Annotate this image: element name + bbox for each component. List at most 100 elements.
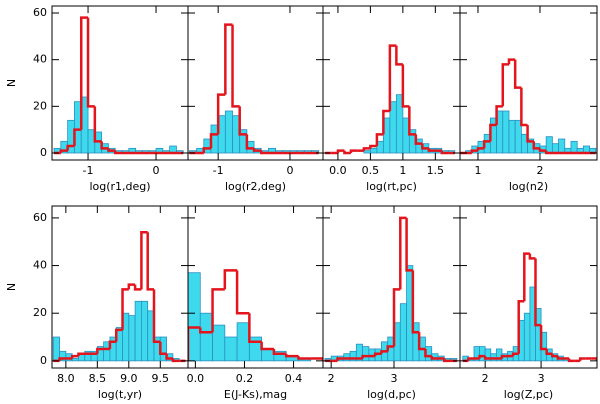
hist-step: [77, 352, 85, 357]
hist-step: [430, 356, 439, 360]
panel: 8.0 8.5 9.0 9.5 0 20 40 60 log(t,yr) N: [5, 205, 189, 401]
hist-bar: [134, 300, 142, 362]
panel: 1 2 log(n2): [459, 5, 598, 193]
hist-step: [284, 353, 299, 358]
hist-bar: [188, 272, 201, 362]
plot-area: [460, 58, 597, 155]
hist-bar: [236, 322, 250, 362]
hist-step: [127, 283, 136, 290]
hist-step: [507, 58, 516, 65]
hist-step: [66, 144, 75, 151]
hist-step: [375, 133, 384, 146]
hist-step: [369, 144, 377, 149]
y-tick-label: 0: [40, 146, 47, 159]
x-axis-label: log(r1,deg): [89, 180, 150, 193]
x-tick-label: 0.2: [236, 372, 254, 385]
y-axis-label: N: [5, 283, 18, 291]
panel: 0.0 0.5 1 1.5 log(rt,pc): [322, 5, 461, 193]
y-tick-label: 60: [33, 211, 47, 224]
x-tick-label: 1.5: [427, 164, 445, 177]
hist-step: [224, 23, 233, 95]
panel: 2 3 log(d,pc): [322, 205, 461, 401]
y-tick-label: 40: [33, 53, 47, 66]
hist-bar: [369, 147, 378, 154]
hist-step: [470, 149, 478, 153]
hist-step: [79, 16, 89, 130]
x-tick-label: 8.0: [57, 372, 75, 385]
hist-step: [59, 149, 68, 153]
x-axis-label: log(rt,pc): [366, 180, 417, 193]
hist-step: [532, 141, 540, 150]
hist-step: [392, 288, 401, 347]
hist-step: [380, 350, 388, 354]
hist-step: [349, 149, 358, 153]
hist-bar: [551, 143, 559, 154]
hist-step: [209, 133, 219, 149]
x-tick-label: -1: [83, 164, 94, 177]
hist-step: [202, 147, 211, 153]
hist-step: [216, 93, 226, 135]
hist-step: [223, 269, 238, 290]
panel-frame: [187, 5, 324, 161]
hist-step: [159, 341, 167, 355]
hist-bar: [71, 358, 79, 362]
panel-frame: [459, 5, 598, 161]
hist-step: [336, 357, 344, 361]
hist-bar: [363, 150, 371, 154]
hist-step: [146, 232, 154, 291]
hist-step: [501, 63, 509, 107]
hist-step: [538, 148, 547, 152]
hist-bar: [502, 110, 510, 154]
hist-step: [495, 105, 503, 125]
hist-step: [523, 252, 530, 302]
x-tick-label: 0.5: [362, 164, 380, 177]
hist-step: [513, 59, 522, 89]
hist-step: [417, 332, 426, 351]
hist-step: [424, 348, 432, 358]
x-tick-label: 3: [538, 372, 545, 385]
hist-step: [440, 150, 449, 155]
x-tick-label: 2: [328, 372, 335, 385]
hist-step: [70, 354, 79, 359]
hist-step: [248, 313, 262, 344]
hist-step: [93, 106, 102, 143]
y-tick-label: 60: [33, 6, 47, 19]
hist-step: [231, 24, 240, 108]
hist-bar: [199, 312, 213, 362]
hist-bar: [399, 303, 407, 362]
hist-bar: [261, 348, 275, 362]
hist-bar: [545, 136, 553, 154]
plot-area: [189, 23, 320, 155]
panel: 2 3 log(Z,pc): [459, 205, 598, 401]
y-tick-label: 20: [33, 99, 47, 112]
hist-bar: [508, 119, 516, 154]
hist-step: [114, 328, 123, 342]
hist-step: [108, 340, 117, 349]
x-tick-label: 3: [391, 372, 398, 385]
hist-bar: [523, 312, 531, 362]
hist-bar: [362, 346, 370, 362]
hist-step: [482, 140, 491, 149]
hist-step: [235, 270, 250, 315]
hist-step: [361, 354, 369, 359]
hist-step: [476, 147, 485, 151]
hist-step: [578, 357, 586, 361]
hist-step: [259, 150, 269, 155]
x-tick-label: 9.0: [120, 372, 138, 385]
hist-step: [86, 17, 95, 108]
x-tick-label: 2: [536, 164, 543, 177]
hist-step: [171, 358, 180, 363]
x-tick-label: 0: [286, 164, 293, 177]
hist-step: [556, 356, 564, 360]
x-tick-label: 0.0: [187, 372, 205, 385]
x-tick-label: 8.5: [89, 372, 107, 385]
x-tick-label: 1: [474, 164, 481, 177]
x-tick-label: 9.5: [152, 372, 170, 385]
panel: 0.0 0.2 0.4 E(J-Ks),mag: [187, 205, 324, 401]
hist-step: [534, 258, 542, 327]
hist-bar: [141, 300, 149, 362]
hist-step: [165, 353, 173, 360]
hist-step: [467, 357, 474, 361]
